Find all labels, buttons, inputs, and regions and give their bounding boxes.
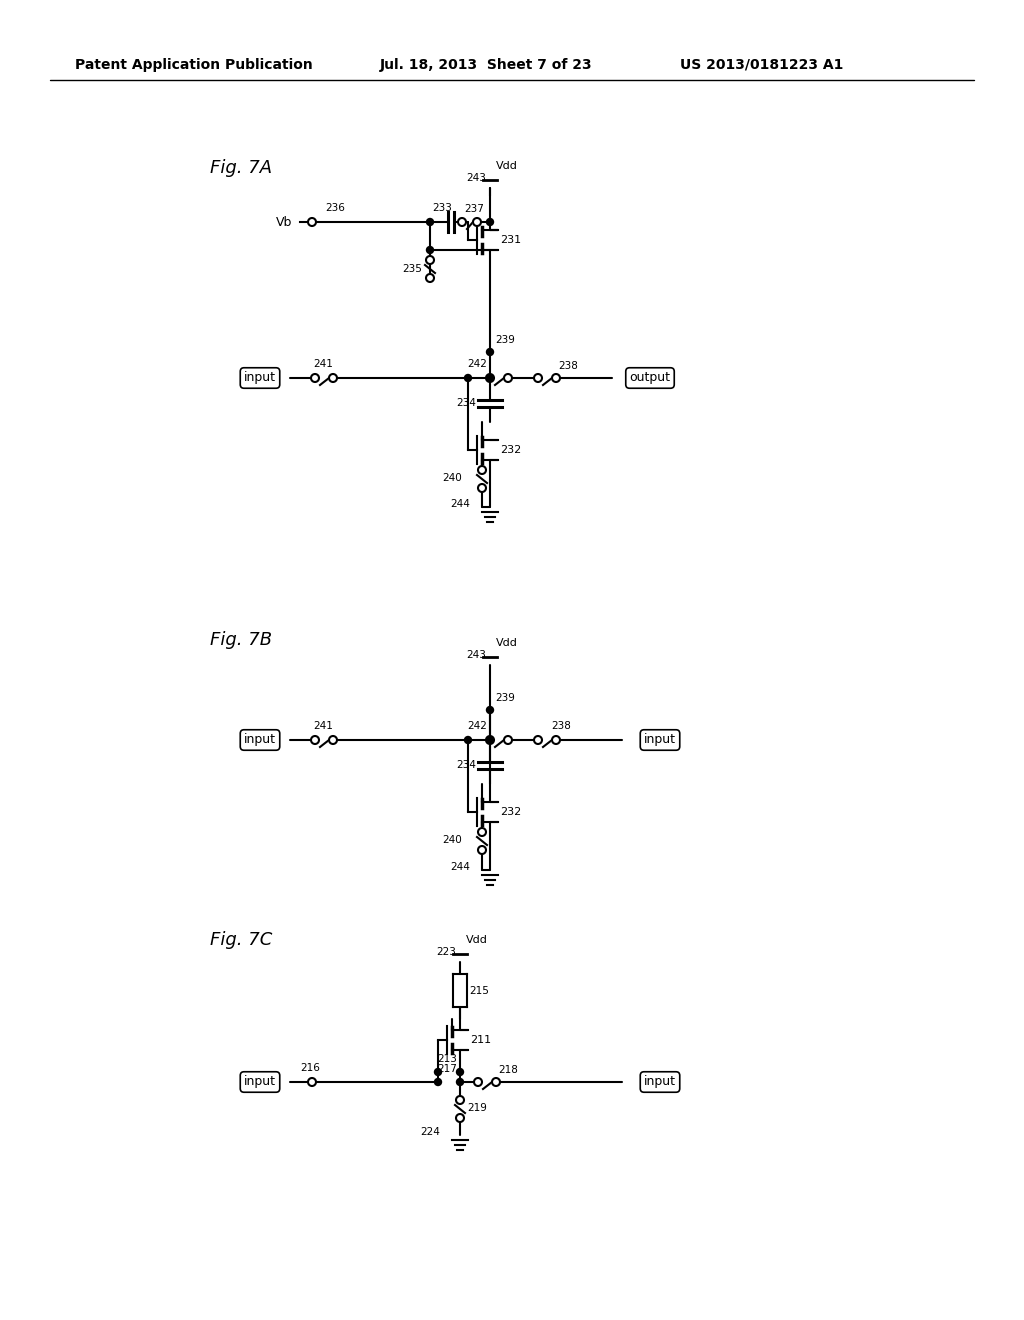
Circle shape xyxy=(486,374,494,381)
Text: 244: 244 xyxy=(451,499,470,510)
Text: input: input xyxy=(244,734,276,747)
Circle shape xyxy=(474,1078,482,1086)
Circle shape xyxy=(465,737,471,743)
Circle shape xyxy=(426,275,434,282)
Text: 240: 240 xyxy=(442,836,462,845)
Circle shape xyxy=(456,1114,464,1122)
Text: 238: 238 xyxy=(558,360,578,371)
Text: US 2013/0181223 A1: US 2013/0181223 A1 xyxy=(680,58,844,73)
Circle shape xyxy=(534,737,542,744)
Text: Fig. 7C: Fig. 7C xyxy=(210,931,272,949)
Text: 234: 234 xyxy=(456,399,476,408)
Text: 238: 238 xyxy=(551,721,570,731)
Text: 224: 224 xyxy=(420,1127,440,1137)
Circle shape xyxy=(456,1096,464,1104)
Text: 234: 234 xyxy=(456,760,476,770)
Circle shape xyxy=(434,1078,441,1085)
Circle shape xyxy=(504,374,512,381)
Text: 243: 243 xyxy=(466,649,486,660)
Circle shape xyxy=(552,737,560,744)
Text: 244: 244 xyxy=(451,862,470,873)
Text: Vdd: Vdd xyxy=(496,638,518,648)
Text: 218: 218 xyxy=(498,1065,518,1074)
Text: 213: 213 xyxy=(437,1053,457,1064)
Text: Vdd: Vdd xyxy=(466,935,487,945)
Circle shape xyxy=(552,374,560,381)
Text: Vb: Vb xyxy=(275,215,292,228)
Circle shape xyxy=(457,1068,464,1076)
Circle shape xyxy=(492,1078,500,1086)
Text: 232: 232 xyxy=(500,445,521,455)
Text: 241: 241 xyxy=(313,721,333,731)
Circle shape xyxy=(311,737,319,744)
Circle shape xyxy=(486,219,494,226)
Text: 223: 223 xyxy=(436,946,456,957)
Text: 233: 233 xyxy=(432,203,452,213)
Text: 241: 241 xyxy=(313,359,333,370)
Text: 242: 242 xyxy=(467,359,487,370)
Circle shape xyxy=(329,374,337,381)
Text: input: input xyxy=(644,1076,676,1089)
Text: 237: 237 xyxy=(464,205,484,214)
Circle shape xyxy=(486,348,494,355)
Text: Vdd: Vdd xyxy=(496,161,518,172)
Text: 235: 235 xyxy=(402,264,422,275)
Text: 232: 232 xyxy=(500,807,521,817)
Text: input: input xyxy=(244,1076,276,1089)
Circle shape xyxy=(426,256,434,264)
Circle shape xyxy=(486,737,494,744)
Text: output: output xyxy=(630,371,671,384)
Circle shape xyxy=(478,466,486,474)
Circle shape xyxy=(478,828,486,836)
Circle shape xyxy=(504,737,512,744)
Circle shape xyxy=(427,247,433,253)
Text: 239: 239 xyxy=(495,335,515,345)
Circle shape xyxy=(329,737,337,744)
Circle shape xyxy=(458,218,466,226)
Text: Patent Application Publication: Patent Application Publication xyxy=(75,58,312,73)
Text: Fig. 7B: Fig. 7B xyxy=(210,631,272,649)
Circle shape xyxy=(478,484,486,492)
Text: 243: 243 xyxy=(466,173,486,183)
Text: 215: 215 xyxy=(469,986,488,997)
Text: 219: 219 xyxy=(467,1104,486,1113)
Circle shape xyxy=(465,375,471,381)
Text: 236: 236 xyxy=(325,203,345,213)
Text: input: input xyxy=(644,734,676,747)
Circle shape xyxy=(434,1068,441,1076)
Circle shape xyxy=(478,846,486,854)
Text: 242: 242 xyxy=(467,721,487,731)
Circle shape xyxy=(311,374,319,381)
Circle shape xyxy=(486,706,494,714)
Text: 239: 239 xyxy=(495,693,515,704)
Circle shape xyxy=(427,219,433,226)
Text: Jul. 18, 2013  Sheet 7 of 23: Jul. 18, 2013 Sheet 7 of 23 xyxy=(380,58,593,73)
Text: input: input xyxy=(244,371,276,384)
Text: 231: 231 xyxy=(500,235,521,246)
Circle shape xyxy=(473,218,481,226)
Text: 216: 216 xyxy=(300,1063,319,1073)
Text: 240: 240 xyxy=(442,473,462,483)
Circle shape xyxy=(457,1078,464,1085)
Circle shape xyxy=(308,218,316,226)
Circle shape xyxy=(534,374,542,381)
Text: 211: 211 xyxy=(470,1035,492,1045)
Text: Fig. 7A: Fig. 7A xyxy=(210,158,272,177)
Circle shape xyxy=(308,1078,316,1086)
Circle shape xyxy=(486,375,494,381)
Text: 217: 217 xyxy=(437,1064,457,1074)
Circle shape xyxy=(486,737,494,743)
